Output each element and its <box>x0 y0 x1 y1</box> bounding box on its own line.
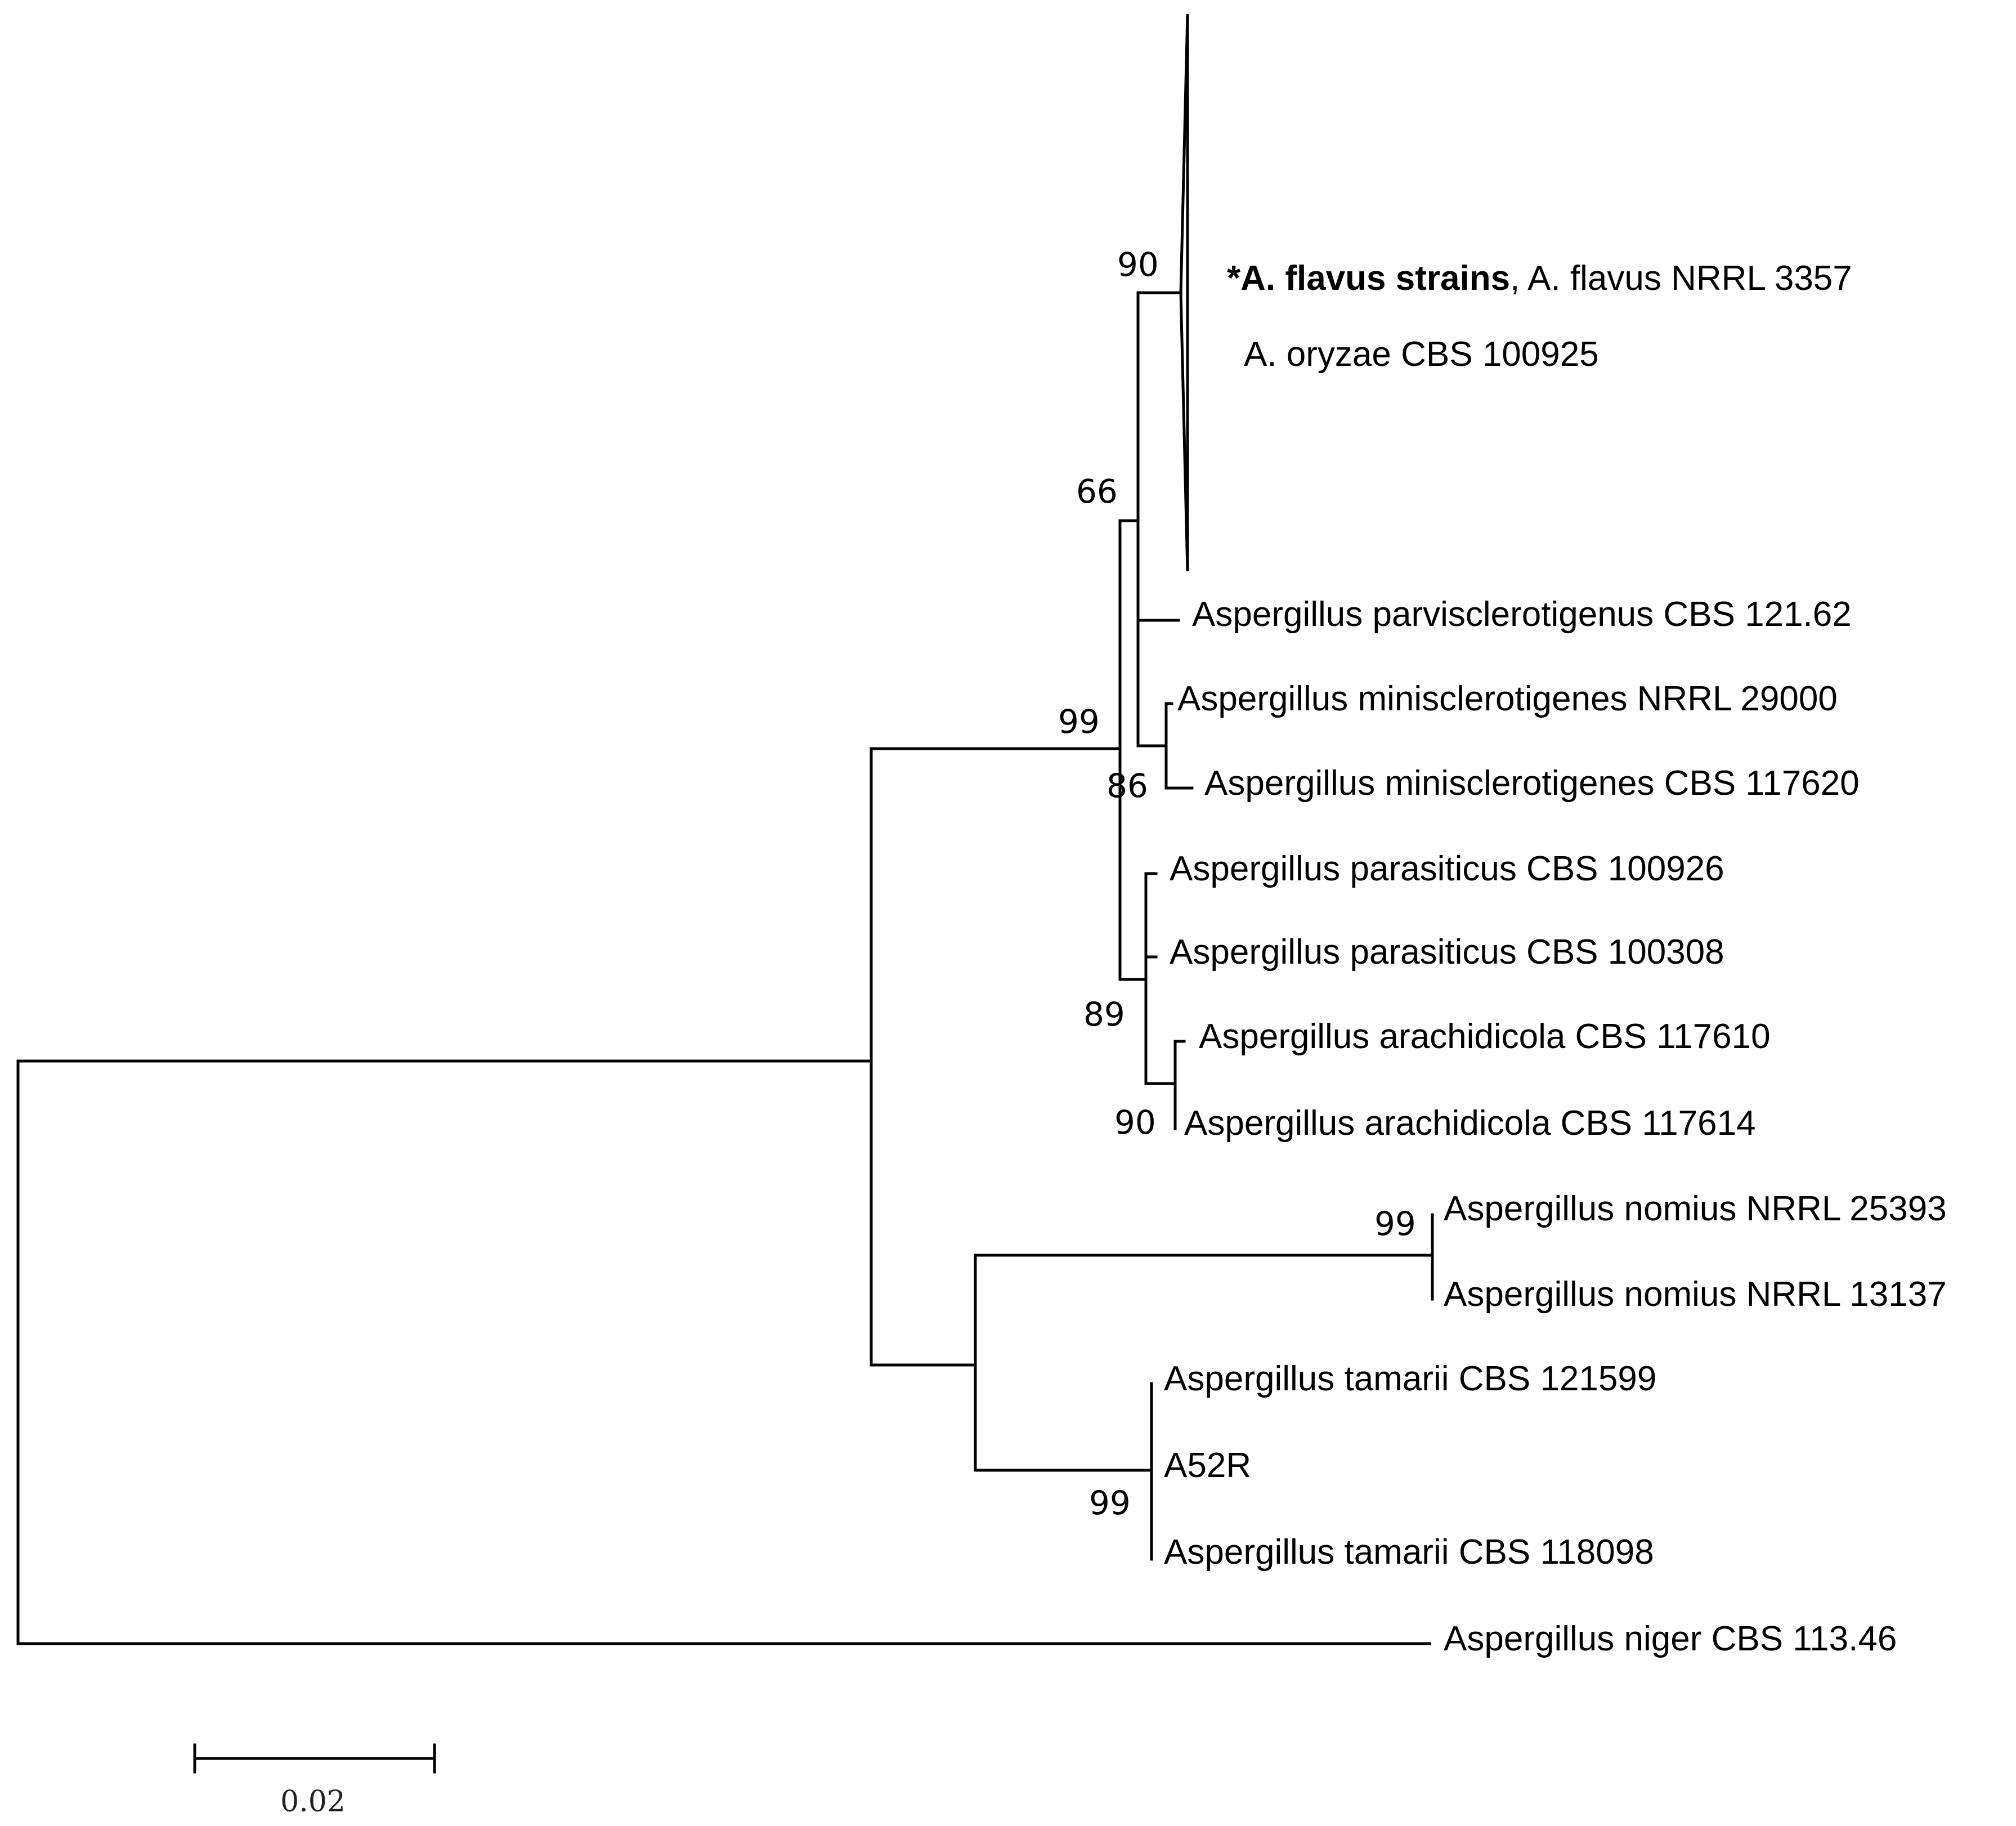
taxon-label-arachidicola-1: Aspergillus arachidicola CBS 117610 <box>1199 1017 1771 1056</box>
bootstrap-arachidicola: 90 <box>1114 1103 1156 1142</box>
scale-bar-label: 0.02 <box>280 1785 346 1819</box>
taxon-label-parasiticus-2: Aspergillus parasiticus CBS 100308 <box>1170 933 1724 972</box>
collapsed-clade-label-rest: , A. flavus NRRL 3357 <box>1510 259 1852 298</box>
collapsed-clade-label-line2: A. oryzae CBS 100925 <box>1244 335 1599 374</box>
taxon-label-arachidicola-2: Aspergillus arachidicola CBS 117614 <box>1184 1104 1756 1143</box>
bootstrap-section-flavi-main: 99 <box>1058 702 1100 741</box>
taxon-label-parvisclerotigenus: Aspergillus parvisclerotigenus CBS 121.6… <box>1192 595 1852 634</box>
taxon-label-minisclerotigenes-2: Aspergillus minisclerotigenes CBS 117620 <box>1204 764 1860 803</box>
taxon-label-parasiticus-1: Aspergillus parasiticus CBS 100926 <box>1170 849 1724 888</box>
taxon-label-minisclerotigenes-1: Aspergillus minisclerotigenes NRRL 29000 <box>1177 679 1838 718</box>
collapsed-clade-label-bold: *A. flavus strains <box>1227 259 1510 298</box>
bootstrap-tamarii: 99 <box>1089 1484 1131 1522</box>
collapsed-clade-triangle <box>1179 14 1189 572</box>
taxon-label-tamarii-2: Aspergillus tamarii CBS 118098 <box>1164 1533 1654 1572</box>
taxon-label-tamarii-1: Aspergillus tamarii CBS 121599 <box>1164 1359 1656 1398</box>
bootstrap-minisclerotigenes: 86 <box>1106 767 1148 805</box>
collapsed-clade-label: *A. flavus strains, A. flavus NRRL 3357 <box>1227 259 1852 298</box>
taxon-label-niger: Aspergillus niger CBS 113.46 <box>1444 1619 1897 1658</box>
taxon-label-nomius-2: Aspergillus nomius NRRL 13137 <box>1444 1275 1947 1314</box>
bootstrap-flavus-group: 66 <box>1076 472 1118 511</box>
taxon-label-nomius-1: Aspergillus nomius NRRL 25393 <box>1444 1189 1947 1228</box>
scale-bar: 0.02 <box>193 1743 436 1819</box>
bootstrap-parasiticus-group: 89 <box>1083 995 1125 1033</box>
bootstrap-nomius: 99 <box>1374 1205 1416 1243</box>
bootstrap-collapsed-clade: 90 <box>1117 245 1159 284</box>
taxon-label-a52r: A52R <box>1164 1446 1251 1485</box>
